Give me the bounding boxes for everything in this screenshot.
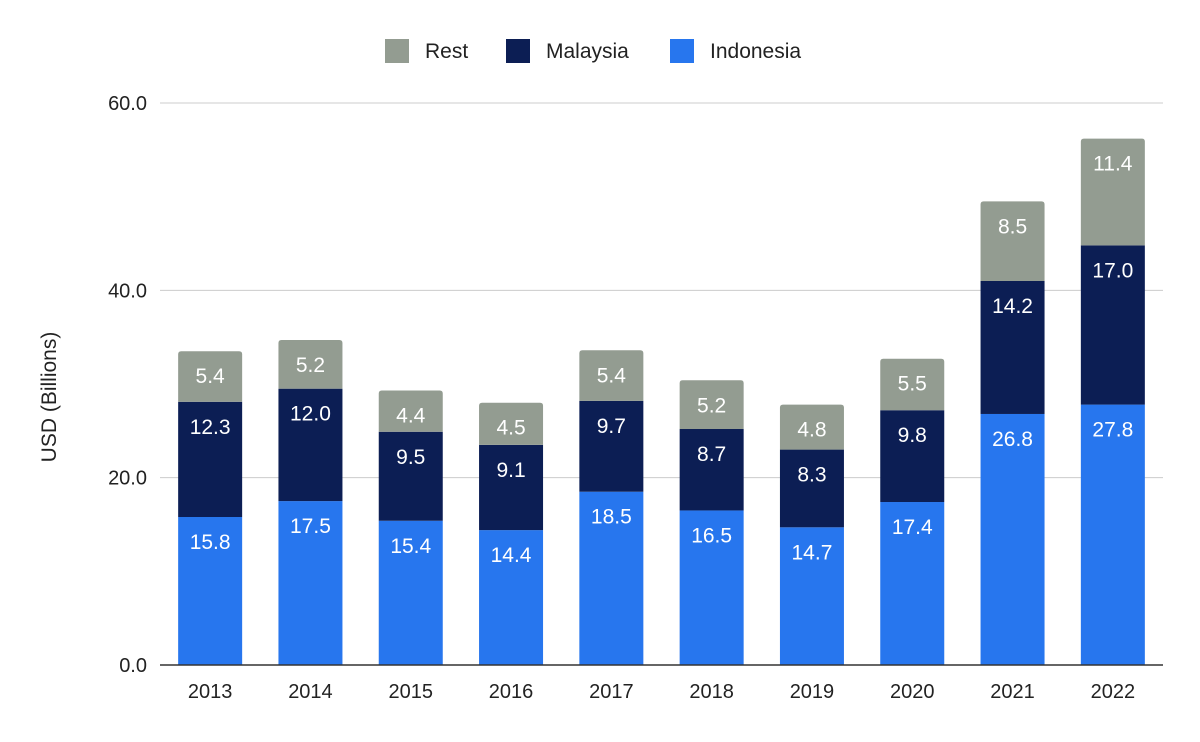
bar-segment bbox=[980, 413, 1045, 665]
bar-segment bbox=[479, 444, 544, 531]
bar-segment bbox=[1080, 404, 1145, 665]
bar-value-label: 9.1 bbox=[496, 459, 525, 482]
x-tick-label: 2020 bbox=[890, 681, 935, 703]
y-axis: 0.0 20.0 40.0 60.0 bbox=[108, 93, 147, 677]
bar-segment bbox=[880, 502, 945, 665]
y-tick-label: 60.0 bbox=[108, 93, 147, 115]
legend-swatch bbox=[506, 39, 530, 63]
bar-value-label: 14.2 bbox=[992, 295, 1033, 318]
bar-segment bbox=[980, 201, 1045, 281]
y-tick-label: 40.0 bbox=[108, 280, 147, 302]
bar-value-label: 17.5 bbox=[290, 515, 331, 538]
bar-segment bbox=[278, 339, 343, 389]
x-tick-label: 2018 bbox=[689, 681, 734, 703]
bar-segment bbox=[178, 351, 243, 402]
bar-value-label: 5.2 bbox=[296, 354, 325, 377]
bar-segment bbox=[579, 491, 644, 665]
bar-segment bbox=[679, 428, 744, 511]
bar-segment bbox=[378, 520, 443, 665]
bar-value-label: 4.4 bbox=[396, 405, 426, 428]
legend-label: Rest bbox=[425, 40, 468, 63]
bar-segment bbox=[579, 350, 644, 401]
bar-value-label: 9.7 bbox=[597, 415, 626, 438]
bar-segment bbox=[579, 400, 644, 492]
legend-label: Indonesia bbox=[710, 40, 801, 63]
bar-value-label: 15.4 bbox=[390, 535, 431, 558]
bar-segment bbox=[479, 530, 544, 665]
bar-value-label: 4.5 bbox=[496, 417, 525, 440]
bar-value-label: 26.8 bbox=[992, 428, 1033, 451]
bar-value-label: 12.3 bbox=[190, 416, 231, 439]
x-tick-label: 2015 bbox=[389, 681, 434, 703]
y-tick-label: 20.0 bbox=[108, 468, 147, 490]
bar-segment bbox=[679, 510, 744, 665]
legend: Rest Malaysia Indonesia bbox=[385, 39, 801, 63]
x-tick-label: 2019 bbox=[790, 681, 835, 703]
legend-swatch bbox=[670, 39, 694, 63]
bars: 15.8 12.3 5.4 17.5 12.0 5.2 15.4 9.5 4.4 14.4 9.1 4… bbox=[178, 138, 1145, 665]
bar-value-label: 11.4 bbox=[1093, 153, 1133, 176]
bar-value-label: 18.5 bbox=[591, 506, 632, 529]
bar-value-label: 16.5 bbox=[691, 524, 732, 547]
bar-value-label: 15.8 bbox=[190, 531, 231, 554]
bar-value-label: 5.5 bbox=[898, 373, 927, 396]
bar-value-label: 14.4 bbox=[491, 544, 532, 567]
bar-value-label: 17.0 bbox=[1092, 259, 1133, 282]
bar-segment bbox=[378, 431, 443, 521]
bar-segment bbox=[278, 388, 343, 502]
bar-value-label: 8.5 bbox=[998, 215, 1027, 238]
bar-segment bbox=[779, 527, 844, 665]
bar-value-label: 5.4 bbox=[196, 365, 226, 388]
bar-segment bbox=[880, 358, 945, 411]
bar-value-label: 5.2 bbox=[697, 394, 726, 417]
x-tick-label: 2021 bbox=[990, 681, 1035, 703]
bar-segment bbox=[1080, 138, 1145, 246]
bar-segment bbox=[880, 410, 945, 503]
bar-segment bbox=[378, 390, 443, 432]
bar-value-label: 12.0 bbox=[290, 403, 331, 426]
x-tick-label: 2022 bbox=[1091, 681, 1136, 703]
bar-segment bbox=[980, 280, 1045, 414]
legend-swatch bbox=[385, 39, 409, 63]
bar-segment bbox=[178, 517, 243, 665]
bar-value-label: 9.8 bbox=[898, 424, 927, 447]
bar-value-label: 9.5 bbox=[396, 446, 425, 469]
legend-label: Malaysia bbox=[546, 40, 629, 63]
bar-value-label: 4.8 bbox=[797, 419, 826, 442]
bar-segment bbox=[479, 402, 544, 445]
bar-value-label: 5.4 bbox=[597, 364, 627, 387]
bar-segment bbox=[779, 404, 844, 450]
x-tick-label: 2017 bbox=[589, 681, 634, 703]
bar-value-label: 27.8 bbox=[1092, 419, 1133, 442]
bar-segment bbox=[178, 401, 243, 518]
bar-value-label: 17.4 bbox=[892, 516, 933, 539]
bar-value-label: 8.7 bbox=[697, 443, 726, 466]
bar-value-label: 14.7 bbox=[792, 541, 833, 564]
x-tick-label: 2014 bbox=[288, 681, 333, 703]
bar-segment bbox=[278, 501, 343, 665]
x-tick-label: 2016 bbox=[489, 681, 534, 703]
bar-segment bbox=[1080, 245, 1145, 405]
bar-value-label: 8.3 bbox=[797, 464, 826, 487]
bar-segment bbox=[779, 449, 844, 528]
y-tick-label: 0.0 bbox=[119, 655, 147, 677]
x-axis: 2013 2014 2015 2016 2017 2018 2019 2020 2021 2022 bbox=[160, 664, 1163, 703]
y-axis-title: USD (Billions) bbox=[38, 332, 61, 463]
bar-segment bbox=[679, 380, 744, 429]
x-tick-label: 2013 bbox=[188, 681, 233, 703]
